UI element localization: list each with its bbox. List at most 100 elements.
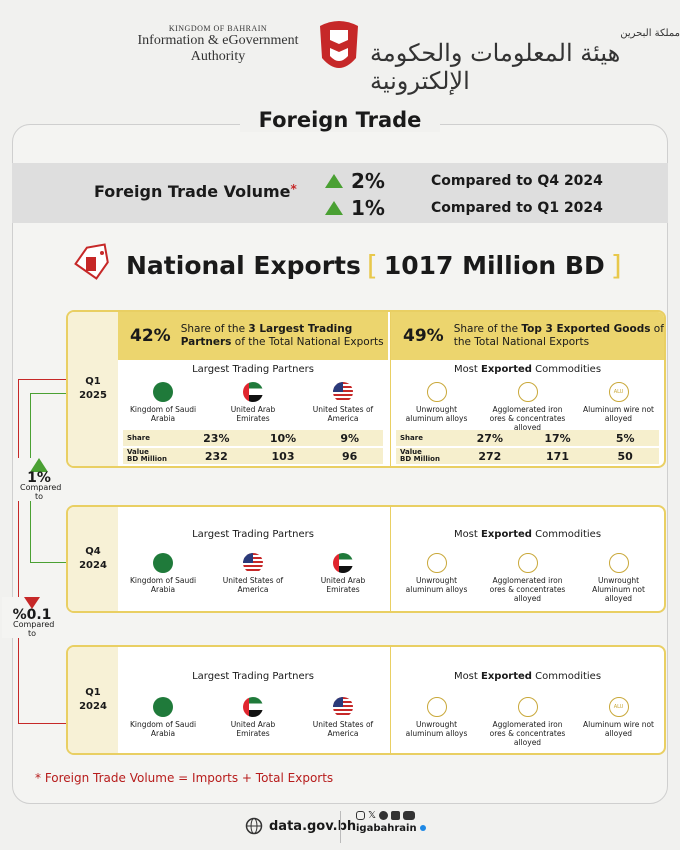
share-value: 5%: [615, 431, 635, 445]
q1-2024-card: Q1 2024 Largest Trading Partners Kingdom…: [66, 645, 666, 755]
value-amount: 232: [204, 449, 228, 463]
iron-ore-icon: [517, 697, 538, 717]
goods-share-pct: 49%: [403, 326, 444, 346]
partners-panel: Largest Trading Partners Kingdom of Saud…: [118, 507, 388, 611]
commodity-1: Unwrought aluminum alloys: [397, 382, 477, 432]
iron-ore-icon: [517, 553, 538, 573]
commodities-panel: 49% Share of the Top 3 Exported Goods of…: [390, 312, 664, 466]
partner-name: Kingdom of Saudi Arabia: [129, 720, 197, 738]
quarter-label-text: Q4 2024: [79, 546, 107, 571]
header: KINGDOM OF BAHRAIN Information & eGovern…: [0, 0, 680, 95]
partners-share-header: 42% Share of the 3 Largest Trading Partn…: [118, 312, 388, 360]
commodities-title-part: Most: [453, 529, 481, 540]
kingdom-label-arabic: مملكة البحرين: [620, 28, 680, 39]
change-vs-q4: 1% Compared to: [14, 458, 64, 501]
change-text: Compared to: [20, 483, 62, 501]
value-label-line2: BD Million: [400, 455, 440, 463]
commodity-2: Agglomerated iron ores & concentrates al…: [488, 697, 568, 747]
partner-uae: United Arab Emirates: [213, 382, 293, 423]
volume-row-2: 1% Compared to Q1 2024: [325, 196, 603, 220]
share-value: 9%: [340, 431, 360, 445]
value-row: Value BD Million 232 103 96: [123, 448, 383, 464]
aluminum-icon: [426, 553, 447, 573]
partners-list: Kingdom of Saudi Arabia United Arab Emir…: [118, 382, 388, 423]
usa-flag-icon: [243, 553, 263, 573]
partner-usa: United States of America: [303, 382, 383, 423]
commodity-name: Aluminum wire not alloyed: [583, 720, 654, 738]
bahrain-emblem-icon: [320, 21, 358, 68]
volume-compare: Compared to Q1 2024: [431, 200, 603, 216]
q1-2025-card: Q1 2025 42% Share of the 3 Largest Tradi…: [66, 310, 666, 468]
authority-name-english: KINGDOM OF BAHRAIN Information & eGovern…: [118, 24, 318, 65]
up-arrow-icon: [325, 174, 343, 188]
commodity-3: Unwrought Aluminum not alloyed: [579, 553, 659, 603]
commodity-name: Agglomerated iron ores & concentrates al…: [489, 720, 566, 747]
footer-divider: [340, 811, 341, 843]
page-title: Foreign Trade: [240, 108, 440, 132]
website-text: data.gov.bh: [269, 818, 357, 834]
commodities-title-part: Commodities: [531, 529, 602, 540]
website[interactable]: data.gov.bh: [245, 817, 356, 835]
partner-name: United States of America: [222, 576, 284, 594]
commodities-title: Most Exported Commodities: [391, 529, 664, 540]
partners-panel: 42% Share of the 3 Largest Trading Partn…: [118, 312, 388, 466]
down-arrow-icon: [24, 597, 40, 609]
saudi-flag-icon: [153, 697, 173, 717]
value-amount: 171: [546, 449, 569, 463]
bracket-close: ]: [610, 248, 622, 282]
trade-volume-label: Foreign Trade Volume*: [94, 182, 297, 201]
commodity-name: Unwrought aluminum alloys: [405, 405, 468, 423]
instagram-icon[interactable]: [356, 811, 365, 820]
linkedin-icon[interactable]: [391, 811, 401, 820]
globe-icon: [245, 817, 263, 835]
quarter-label-text: Q1 2025: [79, 376, 107, 401]
partners-title: Largest Trading Partners: [192, 671, 314, 682]
usa-flag-icon: [333, 697, 353, 717]
quarter-label: Q1 2024: [68, 647, 118, 753]
quarter-label: Q4 2024: [68, 507, 118, 611]
uae-flag-icon: [243, 697, 263, 717]
commodity-name: Aluminum wire not alloyed: [583, 405, 654, 423]
trade-volume-label-text: Foreign Trade Volume: [94, 182, 291, 201]
partners-share-text-part: of the Total National Exports: [231, 336, 384, 348]
q4-2024-card: Q4 2024 Largest Trading Partners Kingdom…: [66, 505, 666, 613]
share-row: Share 27% 17% 5%: [396, 430, 659, 446]
commodity-name: Unwrought aluminum alloys: [405, 576, 468, 594]
partners-list: Kingdom of Saudi Arabia United Arab Emir…: [118, 697, 388, 738]
goods-share-text-part: of the Total National Exports: [453, 323, 664, 348]
commodities-list: Unwrought aluminum alloys Agglomerated i…: [391, 382, 664, 432]
facebook-icon[interactable]: [379, 811, 389, 820]
commodities-title-bold: Exported: [481, 529, 532, 540]
quarter-label-text: Q1 2024: [79, 687, 107, 712]
saudi-flag-icon: [153, 382, 173, 402]
quarter-label: Q1 2025: [68, 312, 118, 466]
youtube-icon[interactable]: [403, 811, 416, 820]
social-handle[interactable]: igabahrain: [356, 823, 427, 834]
share-value: 23%: [203, 431, 230, 445]
bracket-open: [: [366, 248, 378, 282]
value-label-line1: Value: [127, 448, 149, 456]
value-amount: 50: [617, 449, 633, 463]
national-exports-title: National Exports: [126, 250, 361, 280]
aluminum-wire-icon: ALU: [608, 697, 629, 717]
partner-uae: United Arab Emirates: [303, 553, 383, 594]
goods-share-text-bold: Top 3 Exported Goods: [521, 323, 651, 335]
x-icon[interactable]: 𝕏: [368, 810, 377, 821]
footer: data.gov.bh 𝕏 igabahrain: [0, 805, 680, 850]
alu-label: ALU: [613, 388, 624, 395]
volume-pct: 2%: [351, 169, 385, 193]
commodities-title-part: Most: [453, 671, 481, 682]
goods-share-header: 49% Share of the Top 3 Exported Goods of…: [391, 312, 664, 360]
authority-name-line2: Authority: [190, 49, 246, 64]
commodity-1: Unwrought aluminum alloys: [397, 553, 477, 603]
partner-name: United States of America: [312, 720, 374, 738]
commodity-1: Unwrought aluminum alloys: [397, 697, 477, 747]
value-label: Value BD Million: [123, 449, 183, 463]
commodity-2: Agglomerated iron ores & concentrates al…: [488, 553, 568, 603]
partner-saudi: Kingdom of Saudi Arabia: [123, 553, 203, 594]
change-vs-q1-2024: %0.1 Compared to: [2, 597, 62, 638]
partners-share-text-part: Share of the: [180, 323, 249, 335]
partner-saudi: Kingdom of Saudi Arabia: [123, 382, 203, 423]
partners-title: Largest Trading Partners: [192, 364, 314, 375]
uae-flag-icon: [243, 382, 263, 402]
